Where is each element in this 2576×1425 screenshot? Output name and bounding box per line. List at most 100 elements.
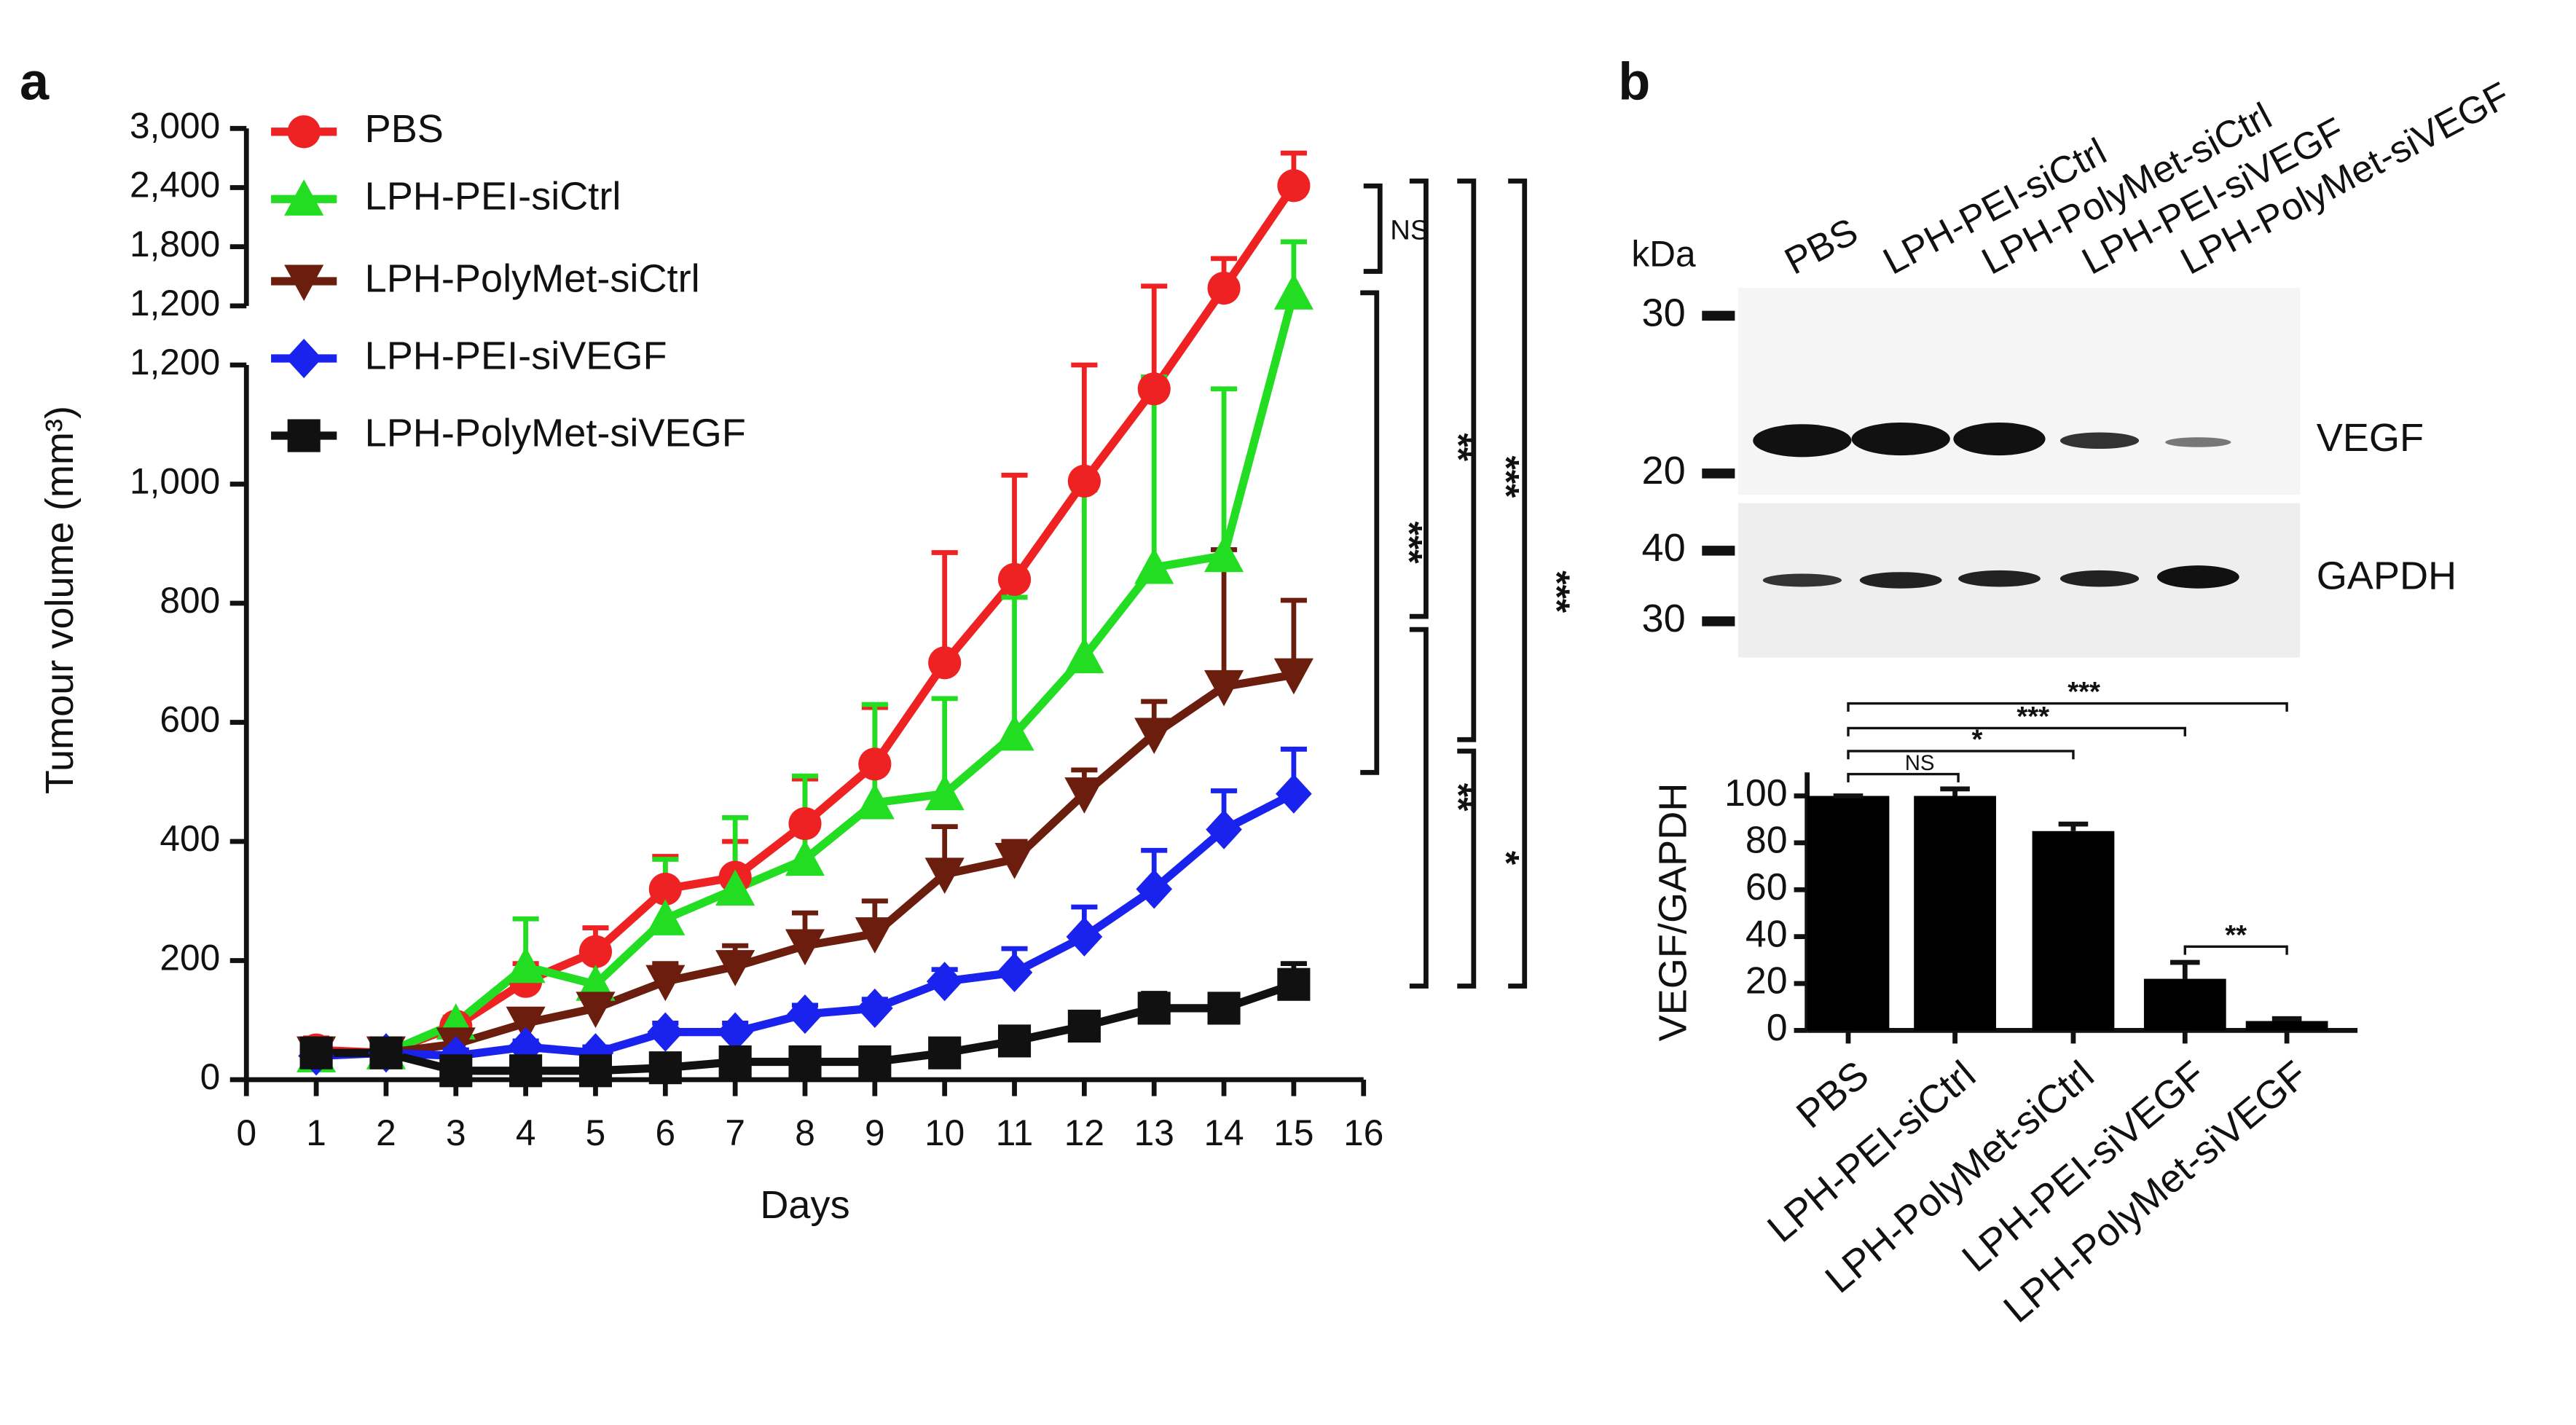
band-label: GAPDH xyxy=(2317,554,2457,598)
marker xyxy=(855,917,895,954)
y-tick-label: 1,200 xyxy=(130,342,220,382)
marker xyxy=(788,1045,822,1079)
legend-marker xyxy=(286,338,322,379)
x-tick-label: 11 xyxy=(996,1112,1033,1153)
marker xyxy=(857,988,893,1028)
error-bar xyxy=(1940,786,1970,796)
marker xyxy=(578,1054,613,1088)
marker xyxy=(645,899,686,935)
significance-bracket xyxy=(1847,772,1960,782)
error-bar xyxy=(2271,1016,2302,1021)
marker xyxy=(718,1045,752,1079)
ladder-label: 40 xyxy=(1642,526,1686,570)
legend-marker xyxy=(284,179,324,216)
marker xyxy=(928,1036,962,1069)
marker xyxy=(647,1012,684,1052)
y-tick-label: 1,800 xyxy=(130,224,220,264)
marker xyxy=(997,1024,1032,1058)
band xyxy=(1762,573,1842,587)
marker xyxy=(369,1036,403,1069)
panel-label: a xyxy=(20,53,50,111)
marker xyxy=(509,1054,543,1088)
x-tick-label: 13 xyxy=(1134,1112,1174,1153)
band xyxy=(1958,570,2041,587)
significance-label: * xyxy=(1485,851,1526,865)
marker xyxy=(926,962,963,1002)
y-tick-label: 40 xyxy=(1746,912,1788,954)
marker xyxy=(1064,777,1104,814)
x-tick-label: 10 xyxy=(924,1112,965,1153)
legend-label: LPH-PolyMet-siVEGF xyxy=(365,411,746,455)
significance-bracket xyxy=(1847,726,2186,737)
x-tick-label: 15 xyxy=(1273,1112,1313,1153)
band xyxy=(2165,437,2231,447)
marker xyxy=(785,839,825,876)
significance-label: * xyxy=(1972,724,1983,755)
band xyxy=(2156,565,2239,589)
marker xyxy=(645,965,686,1002)
error-bar xyxy=(931,550,958,663)
marker xyxy=(855,782,895,820)
marker xyxy=(1066,916,1103,957)
marker xyxy=(1277,169,1311,203)
marker xyxy=(788,806,822,841)
marker xyxy=(994,842,1034,879)
marker xyxy=(299,1036,333,1069)
y-tick-label: 100 xyxy=(1724,772,1788,814)
significance-bracket xyxy=(1360,290,1380,775)
error-bar xyxy=(1001,594,1028,734)
x-tick-label: 2 xyxy=(376,1112,396,1153)
marker xyxy=(1137,372,1171,406)
marker xyxy=(1134,547,1174,584)
significance-bracket xyxy=(2183,945,2288,955)
marker xyxy=(858,747,892,781)
significance-bracket xyxy=(1508,178,1528,989)
significance-label: *** xyxy=(1389,522,1429,565)
marker xyxy=(1067,464,1101,498)
marker xyxy=(506,1006,546,1043)
marker xyxy=(1203,535,1244,573)
marker xyxy=(928,646,962,680)
ladder-mark xyxy=(1702,616,1735,627)
y-tick-label: 80 xyxy=(1746,819,1788,861)
significance-bracket xyxy=(1847,702,2288,712)
y-tick-label: 20 xyxy=(1746,959,1788,1002)
marker xyxy=(1067,1009,1101,1043)
marker xyxy=(715,869,755,906)
unit-label: kDa xyxy=(1631,233,1696,274)
legend-label: LPH-PolyMet-siCtrl xyxy=(365,256,700,300)
y-axis-title: VEGF/GAPDH xyxy=(1652,783,1695,1042)
x-tick-label: 7 xyxy=(725,1112,745,1153)
significance-label: NS xyxy=(1905,751,1935,775)
marker xyxy=(1064,637,1104,674)
error-bar xyxy=(1001,472,1028,580)
blot-membrane xyxy=(1737,288,2301,495)
significance-label: *** xyxy=(2068,676,2100,707)
significance-label: *** xyxy=(1485,455,1526,498)
significance-label: NS xyxy=(1390,215,1429,246)
y-tick-label: 800 xyxy=(160,580,220,621)
marker xyxy=(785,929,825,966)
marker xyxy=(994,714,1034,751)
ladder-mark xyxy=(1702,546,1735,556)
ladder-mark xyxy=(1702,468,1735,479)
marker xyxy=(1273,273,1313,310)
marker xyxy=(924,774,965,811)
x-tick-label: 6 xyxy=(656,1112,676,1153)
marker xyxy=(1207,271,1241,305)
marker xyxy=(1134,718,1174,754)
y-tick-label: 1,000 xyxy=(130,461,220,502)
marker xyxy=(717,1012,753,1052)
x-tick-label: 3 xyxy=(446,1112,466,1153)
marker xyxy=(1277,967,1311,1001)
x-tick-label: 8 xyxy=(795,1112,815,1153)
marker xyxy=(787,994,823,1035)
marker xyxy=(439,1054,473,1088)
marker xyxy=(1206,809,1242,849)
marker xyxy=(1203,670,1244,707)
x-tick-label: 5 xyxy=(586,1112,606,1153)
x-tick-label: 14 xyxy=(1203,1112,1244,1153)
legend-marker xyxy=(284,264,324,302)
error-bar xyxy=(1141,283,1168,389)
